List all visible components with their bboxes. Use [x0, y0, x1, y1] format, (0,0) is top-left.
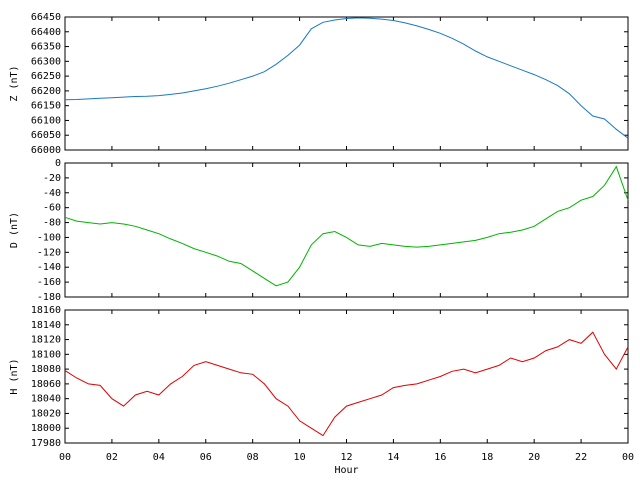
data-line: [64, 331, 629, 437]
x-tick-label: 22: [575, 452, 587, 463]
y-tick-label: -120: [37, 247, 61, 258]
x-tick-label: 12: [340, 452, 352, 463]
x-tick-label: 14: [387, 452, 399, 463]
y-tick-label: -60: [43, 203, 61, 214]
plot-frame: [64, 16, 629, 151]
y-tick-label: 18140: [31, 320, 61, 331]
x-tick-label: 10: [294, 452, 306, 463]
x-tick-label: 02: [106, 452, 118, 463]
y-tick-label: 66100: [31, 115, 61, 126]
y-tick-label: 17980: [31, 438, 61, 449]
y-tick-label: 18160: [31, 305, 61, 316]
y-tick-label: 18020: [31, 408, 61, 419]
x-tick-label: 00: [59, 452, 71, 463]
y-tick-label: 18060: [31, 379, 61, 390]
y-tick-label: 66450: [31, 12, 61, 23]
y-tick-label: 66050: [31, 130, 61, 141]
y-tick-label: 66300: [31, 56, 61, 67]
y-tick-label: -160: [37, 277, 61, 288]
data-line: [64, 165, 629, 287]
y-tick-label: -20: [43, 173, 61, 184]
y-axis-label: D (nT): [9, 212, 20, 248]
y-axis-label: H (nT): [9, 358, 20, 394]
x-tick-label: 04: [153, 452, 165, 463]
plot-frame: [64, 309, 629, 444]
x-tick-label: 08: [247, 452, 259, 463]
y-tick-label: 66000: [31, 145, 61, 156]
y-tick-label: 18120: [31, 335, 61, 346]
y-axis-label: Z (nT): [9, 65, 20, 101]
plot-frame: [64, 162, 629, 298]
y-tick-label: 18040: [31, 394, 61, 405]
y-tick-label: 66200: [31, 86, 61, 97]
y-tick-label: -140: [37, 262, 61, 273]
x-tick-label: 20: [528, 452, 540, 463]
x-tick-label: 18: [481, 452, 493, 463]
y-tick-label: -100: [37, 232, 61, 243]
y-tick-label: -180: [37, 292, 61, 303]
y-tick-label: -80: [43, 218, 61, 229]
x-tick-label: 06: [200, 452, 212, 463]
y-tick-label: -40: [43, 188, 61, 199]
y-tick-label: 18100: [31, 349, 61, 360]
x-tick-label: 00: [622, 452, 634, 463]
y-tick-label: 0: [55, 158, 61, 169]
y-tick-label: 18000: [31, 423, 61, 434]
y-tick-label: 66400: [31, 27, 61, 38]
x-tick-label: 16: [434, 452, 446, 463]
y-tick-label: 66250: [31, 71, 61, 82]
x-axis-label: Hour: [334, 465, 358, 476]
y-tick-label: 18080: [31, 364, 61, 375]
data-line: [64, 17, 629, 139]
y-tick-label: 66350: [31, 42, 61, 53]
y-tick-label: 66150: [31, 101, 61, 112]
